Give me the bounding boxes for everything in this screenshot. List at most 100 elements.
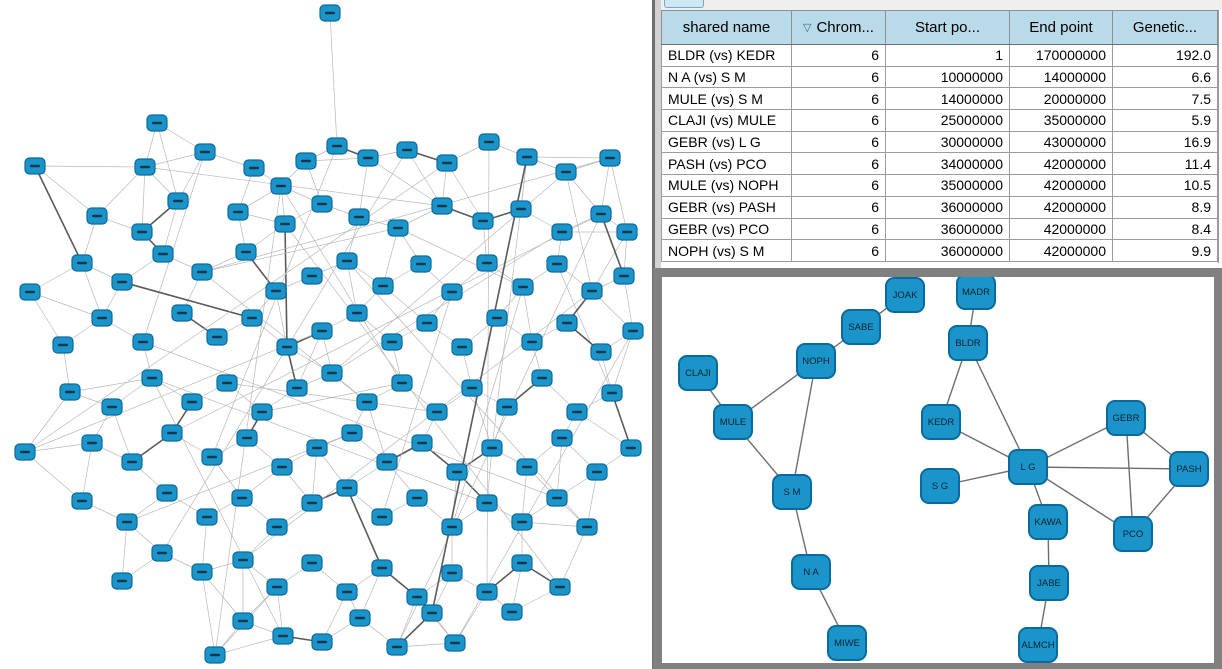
overview-node[interactable] [387,219,409,237]
overview-node[interactable] [406,489,428,507]
overview-node[interactable] [231,489,253,507]
overview-node[interactable] [301,267,323,285]
overview-node[interactable] [227,203,249,221]
detail-node-shape[interactable] [791,554,831,590]
overview-node[interactable] [241,309,263,327]
overview-node[interactable] [251,403,273,421]
detail-network-canvas[interactable]: JOAK MADR SABE NOPH BLDR CLAJI MULE KEDR GEBR L G… [662,277,1214,663]
overview-node[interactable] [276,338,298,356]
overview-node[interactable] [410,255,432,273]
overview-node[interactable] [451,338,473,356]
overview-node[interactable] [232,551,254,569]
overview-node[interactable] [476,254,498,272]
overview-node[interactable] [446,463,468,481]
overview-node[interactable] [204,646,226,664]
detail-edge-GEBR-PCO[interactable] [1125,417,1134,535]
overview-node[interactable] [171,304,193,322]
detail-node-shape[interactable] [1113,516,1153,552]
overview-node[interactable] [516,148,538,166]
overview-node[interactable] [478,133,500,151]
overview-node[interactable] [512,278,534,296]
overview-node[interactable] [556,314,578,332]
table-row[interactable]: GEBR (vs) PCO 6 36000000 42000000 8.4 [661,217,1218,241]
overview-node[interactable] [613,267,635,285]
overview-node[interactable] [216,374,238,392]
overview-node[interactable] [19,283,41,301]
overview-node[interactable] [576,518,598,536]
detail-node-shape[interactable] [827,625,867,661]
overview-node[interactable] [441,518,463,536]
table-scrollbar-track[interactable] [1218,10,1222,263]
overview-node[interactable] [201,448,223,466]
overview-node[interactable] [81,434,103,452]
detail-node-madr[interactable]: MADR [956,277,996,310]
detail-node-shape[interactable] [920,468,960,504]
filter-icon[interactable]: ▽ [803,22,812,34]
overview-node[interactable] [336,583,358,601]
overview-node[interactable] [101,398,123,416]
overview-node[interactable] [151,544,173,562]
detail-node-claji[interactable]: CLAJI [678,355,718,391]
overview-node[interactable] [52,336,74,354]
overview-node[interactable] [311,633,333,651]
detail-node-shape[interactable] [948,325,988,361]
overview-node[interactable] [372,277,394,295]
overview-node[interactable] [116,513,138,531]
table-tab-stub[interactable] [664,0,704,8]
table-row[interactable]: GEBR (vs) L G 6 30000000 43000000 16.9 [661,130,1218,154]
overview-node[interactable] [620,439,642,457]
overview-node[interactable] [86,207,108,225]
overview-node[interactable] [357,149,379,167]
overview-node[interactable] [549,578,571,596]
overview-node[interactable] [326,137,348,155]
table-row[interactable]: N A (vs) S M 6 10000000 14000000 6.6 [661,65,1218,89]
overview-node[interactable] [152,245,174,263]
overview-node[interactable] [59,383,81,401]
overview-node[interactable] [131,223,153,241]
detail-node-shape[interactable] [921,404,961,440]
detail-node-shape[interactable] [956,277,996,310]
overview-node[interactable] [601,384,623,402]
column-header-shared-name[interactable]: shared name [661,10,792,45]
overview-node[interactable] [416,314,438,332]
overview-node[interactable] [590,205,612,223]
overview-node[interactable] [181,393,203,411]
overview-node[interactable] [121,453,143,471]
detail-node-pco[interactable]: PCO [1113,516,1153,552]
detail-node-sg[interactable]: S G [920,468,960,504]
detail-node-shape[interactable] [1008,449,1048,485]
overview-node[interactable] [301,554,323,572]
overview-node[interactable] [71,492,93,510]
detail-node-shape[interactable] [678,355,718,391]
overview-node[interactable] [381,333,403,351]
overview-node[interactable] [516,458,538,476]
overview-node[interactable] [111,572,133,590]
detail-node-miwe[interactable]: MIWE [827,625,867,661]
detail-node-shape[interactable] [841,309,881,345]
overview-node[interactable] [319,4,341,22]
overview-network-canvas[interactable] [0,0,652,669]
detail-node-sabe[interactable]: SABE [841,309,881,345]
overview-node[interactable] [232,612,254,630]
column-header-genetic---[interactable]: Genetic... [1112,10,1218,45]
detail-node-pash[interactable]: PASH [1169,451,1209,487]
overview-node[interactable] [243,159,265,177]
overview-node[interactable] [441,283,463,301]
overview-node[interactable] [311,195,333,213]
detail-node-lg[interactable]: L G [1008,449,1048,485]
overview-node[interactable] [346,304,368,322]
overview-node[interactable] [510,200,532,218]
detail-node-mule[interactable]: MULE [713,404,753,440]
overview-node[interactable] [266,578,288,596]
detail-node-na[interactable]: N A [791,554,831,590]
overview-node[interactable] [191,263,213,281]
detail-edge-LG-PASH[interactable] [1027,466,1190,470]
overview-node[interactable] [436,154,458,172]
overview-node[interactable] [396,141,418,159]
overview-node[interactable] [24,157,46,175]
column-header-start-po---[interactable]: Start po... [885,10,1010,45]
overview-node[interactable] [91,309,113,327]
overview-node[interactable] [336,479,358,497]
overview-node[interactable] [616,223,638,241]
overview-node[interactable] [551,429,573,447]
